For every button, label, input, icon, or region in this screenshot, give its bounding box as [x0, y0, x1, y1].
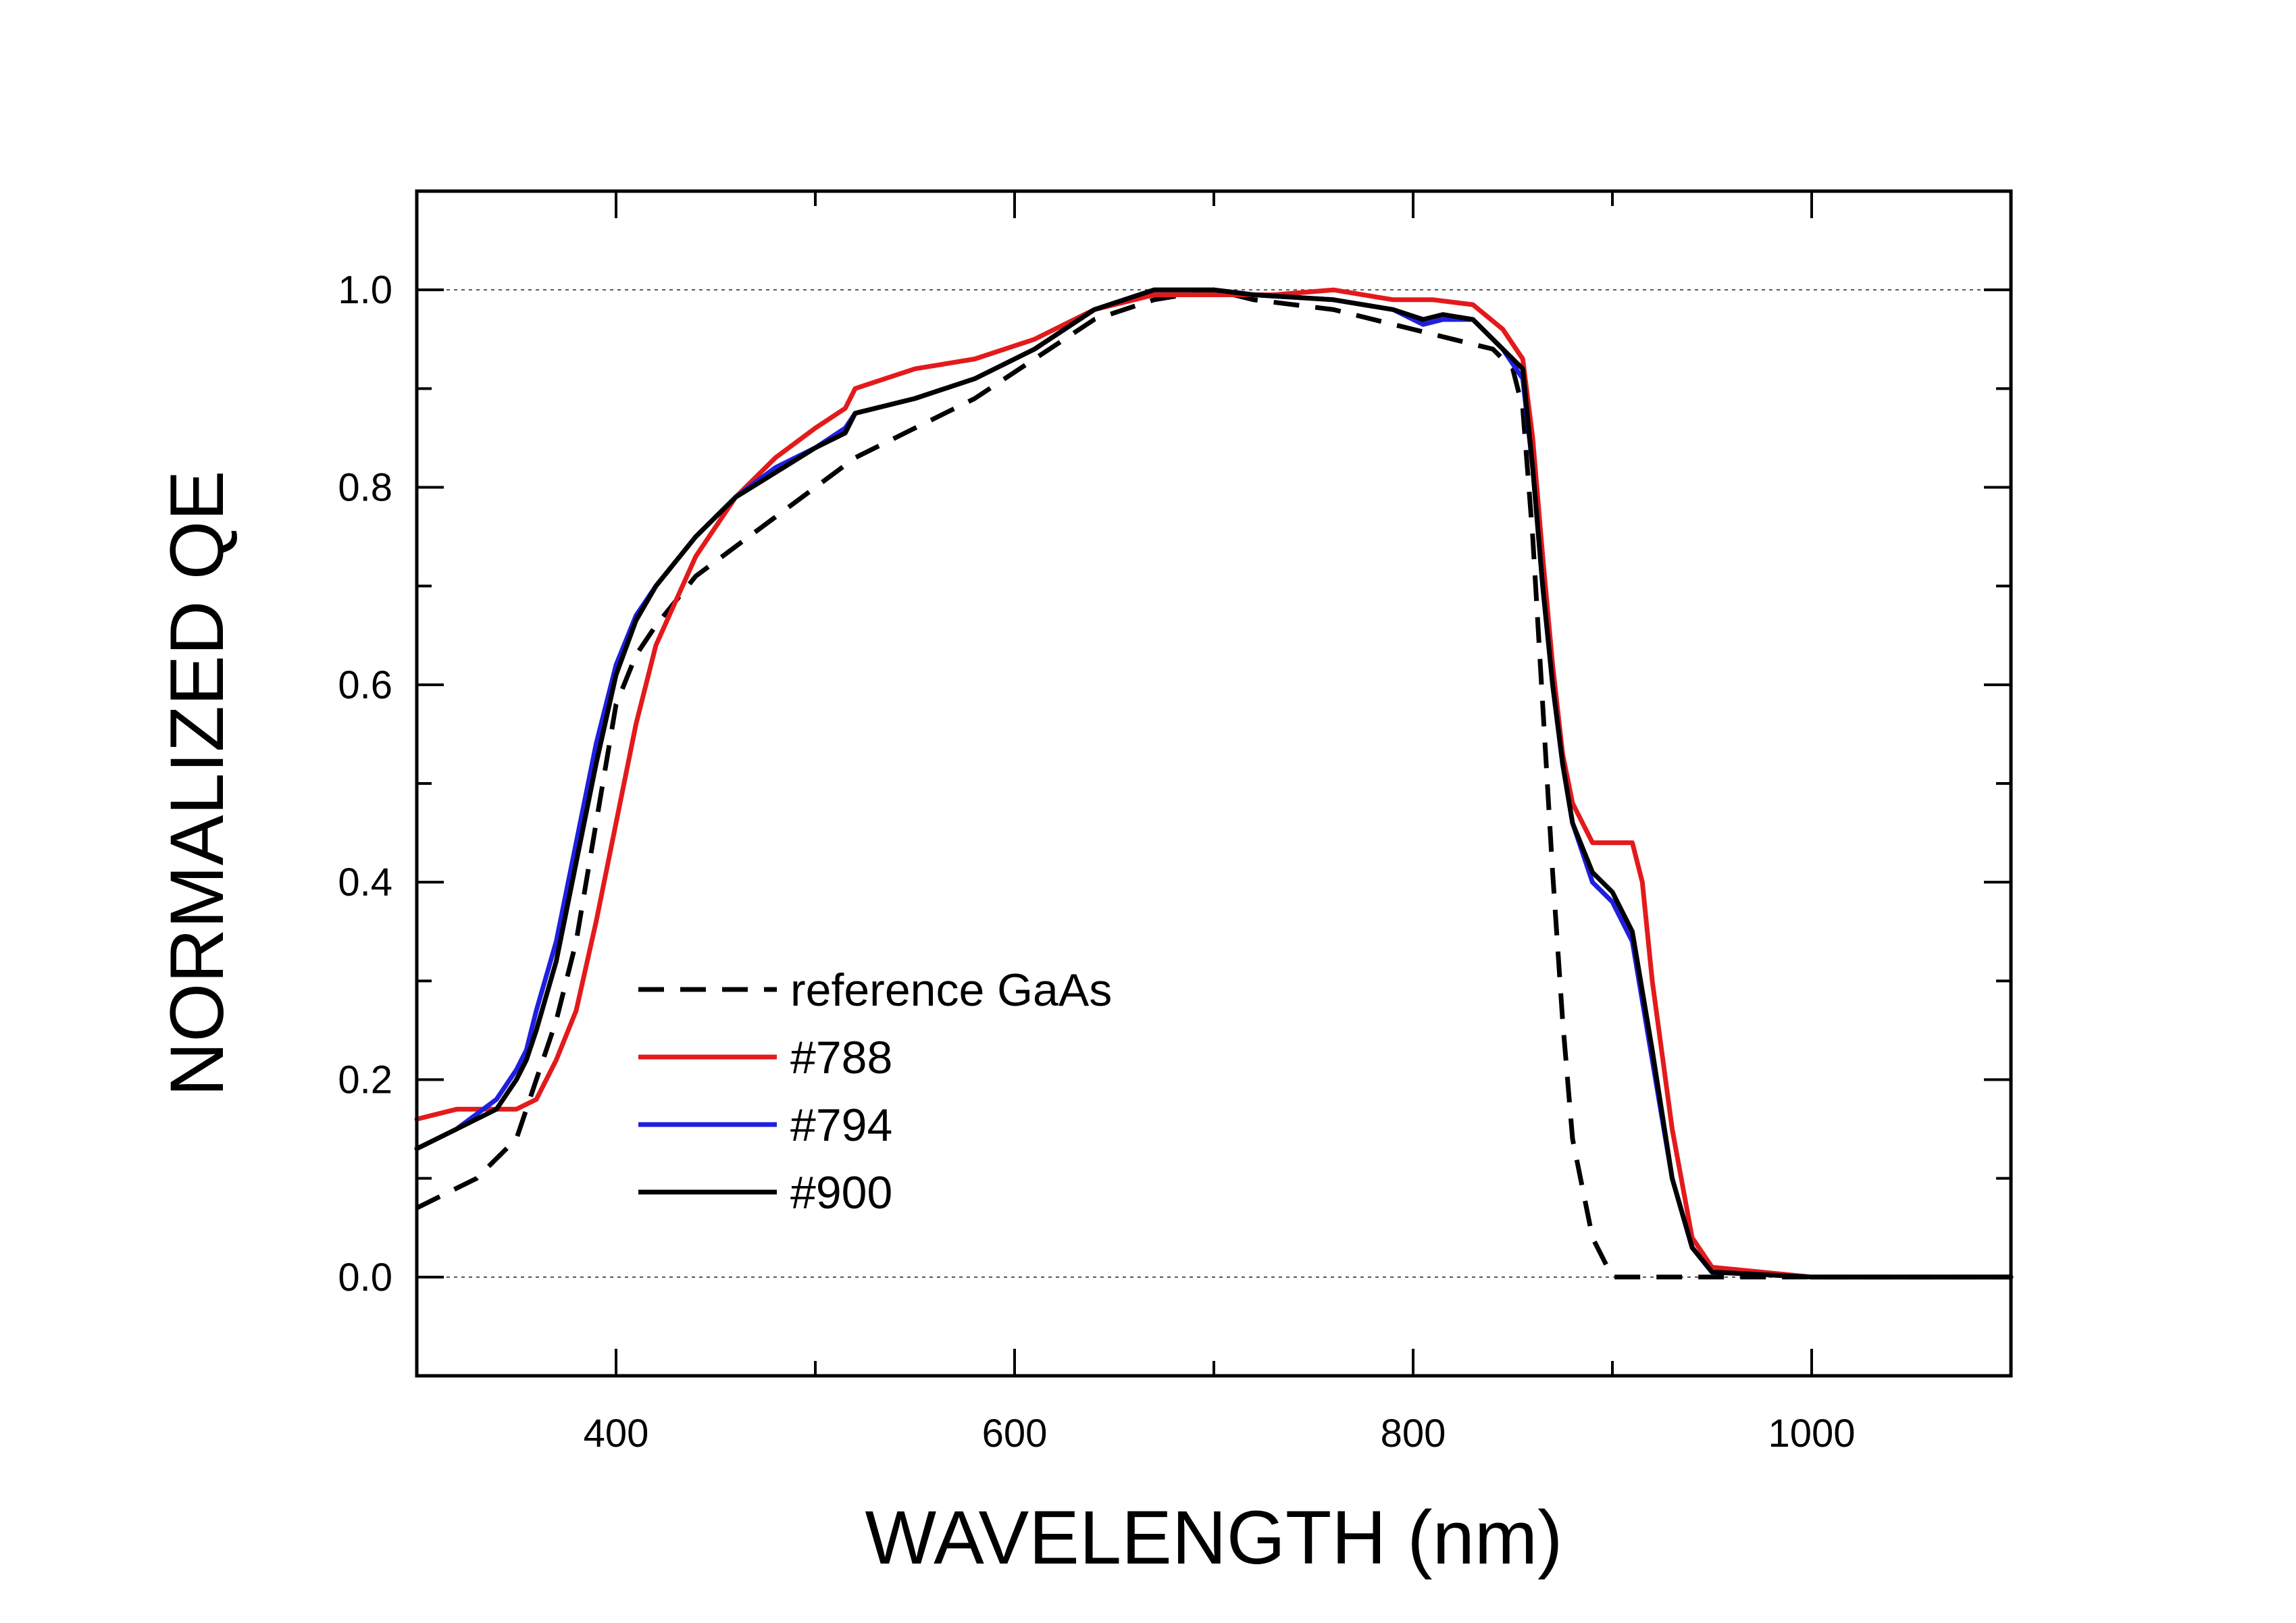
y-tick-label: 0.2	[338, 1058, 392, 1102]
legend-label-3: #900	[790, 1167, 892, 1218]
legend-label-2: #794	[790, 1100, 892, 1151]
y-axis-title: NORMALIZED QE	[155, 470, 239, 1096]
x-tick-label: 1000	[1768, 1412, 1855, 1455]
y-tick-label: 1.0	[338, 268, 392, 312]
y-tick-label: 0.4	[338, 860, 392, 904]
axis-ticks	[415, 190, 2012, 1377]
y-tick-label: 0.8	[338, 466, 392, 510]
x-tick-label: 600	[982, 1412, 1048, 1455]
series-line-0	[415, 287, 2011, 1280]
x-axis-title: WAVELENGTH (nm)	[865, 1495, 1563, 1580]
legend-label-0: reference GaAs	[790, 964, 1112, 1016]
data-series	[414, 287, 2014, 1280]
y-tick-label: 0.0	[338, 1256, 392, 1299]
legend-label-1: #788	[790, 1032, 892, 1083]
x-tick-label: 400	[584, 1412, 649, 1455]
x-tick-label: 800	[1381, 1412, 1446, 1455]
y-tick-label: 0.6	[338, 663, 392, 707]
tick-labels: 400 600 800 1000 0.0 0.2 0.4 0.6 0.8 1.0	[338, 268, 1855, 1455]
series-line-3	[414, 287, 2014, 1280]
legend: reference GaAs #788 #794 #900	[638, 964, 1112, 1218]
